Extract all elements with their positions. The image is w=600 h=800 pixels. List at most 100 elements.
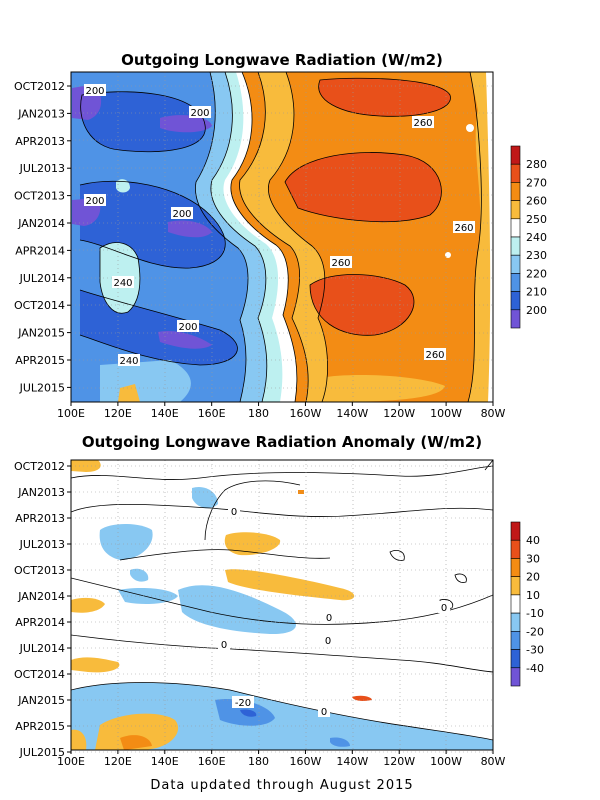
bottom-colorbar: 40 30 20 10 -10 -20 -30 -40 bbox=[510, 521, 544, 687]
colorbar-label: 200 bbox=[526, 304, 547, 317]
colorbar-label: 40 bbox=[526, 534, 540, 547]
colorbar-swatch bbox=[510, 576, 521, 596]
x-tick-label: 120W bbox=[383, 755, 415, 768]
y-tick-label: JAN2014 bbox=[17, 217, 65, 230]
y-tick-label: JUL2013 bbox=[19, 162, 65, 175]
colorbar-label: 280 bbox=[526, 158, 547, 171]
x-tick-label: 120E bbox=[104, 755, 132, 768]
x-tick-label: 140W bbox=[336, 755, 368, 768]
colorbar-swatch bbox=[510, 291, 521, 311]
y-tick-label: OCT2013 bbox=[14, 564, 65, 577]
x-tick-label: 120E bbox=[104, 407, 132, 420]
y-tick-label: OCT2014 bbox=[14, 668, 65, 681]
colorbar-label: 270 bbox=[526, 176, 547, 189]
colorbar-swatch bbox=[510, 200, 521, 220]
contour-label: 200 bbox=[178, 322, 197, 333]
colorbar-swatch bbox=[510, 218, 521, 238]
y-tick-label: JUL2015 bbox=[19, 381, 65, 394]
colorbar-swatch bbox=[510, 309, 521, 329]
colorbar-swatch bbox=[510, 236, 521, 256]
colorbar-swatch bbox=[510, 521, 521, 541]
bottom-axes: 100E 120E 140E 160E 180 160W 140W 120W 100W 80W OC… bbox=[14, 460, 506, 768]
colorbar-swatch bbox=[510, 612, 521, 632]
y-tick-label: JAN2014 bbox=[17, 590, 65, 603]
y-tick-label: APR2015 bbox=[15, 354, 65, 367]
y-tick-label: OCT2012 bbox=[14, 460, 65, 473]
x-tick-label: 160E bbox=[198, 755, 226, 768]
x-tick-label: 80W bbox=[481, 755, 506, 768]
contour-label: 0 bbox=[321, 707, 327, 718]
top-chart-title: Outgoing Longwave Radiation (W/m2) bbox=[121, 51, 443, 69]
y-tick-label: OCT2014 bbox=[14, 299, 65, 312]
top-axes: 100E 120E 140E 160E 180 160W 140W 120W 100W 80W OC… bbox=[14, 80, 506, 420]
colorbar-swatch bbox=[510, 539, 521, 559]
x-tick-label: 100W bbox=[430, 755, 462, 768]
y-tick-label: JAN2015 bbox=[17, 327, 65, 340]
colorbar-label: 10 bbox=[526, 589, 540, 602]
y-tick-label: JUL2013 bbox=[19, 538, 65, 551]
bottom-grid bbox=[71, 460, 493, 753]
y-tick-label: APR2014 bbox=[15, 244, 65, 257]
x-tick-label: 100E bbox=[57, 407, 85, 420]
contour-label: 260 bbox=[331, 258, 350, 269]
y-tick-label: JAN2013 bbox=[17, 107, 65, 120]
colorbar-swatch bbox=[510, 254, 521, 274]
colorbar-label: -20 bbox=[526, 625, 544, 638]
bottom-contour-labels: 0 0 0 0 0 0 -20 bbox=[218, 505, 450, 718]
y-tick-label: JUL2014 bbox=[19, 272, 65, 285]
contour-label: 0 bbox=[325, 636, 331, 647]
colorbar-label: -10 bbox=[526, 607, 544, 620]
y-tick-label: JAN2015 bbox=[17, 694, 65, 707]
colorbar-swatch bbox=[510, 649, 521, 669]
colorbar-swatch bbox=[510, 594, 521, 614]
colorbar-swatch bbox=[510, 631, 521, 650]
y-tick-label: APR2014 bbox=[15, 616, 65, 629]
x-tick-label: 140W bbox=[336, 407, 368, 420]
footer-note: Data updated through August 2015 bbox=[150, 778, 413, 793]
contour-label: 0 bbox=[231, 507, 237, 518]
x-tick-label: 160E bbox=[198, 407, 226, 420]
x-tick-label: 140E bbox=[151, 755, 179, 768]
colorbar-label: 230 bbox=[526, 249, 547, 262]
y-tick-label: APR2013 bbox=[15, 135, 65, 148]
contour-label: 0 bbox=[326, 613, 332, 624]
colorbar-swatch bbox=[510, 182, 521, 201]
colorbar-label: 240 bbox=[526, 231, 547, 244]
colorbar-label: -40 bbox=[526, 662, 544, 675]
contour-label: 260 bbox=[413, 118, 432, 129]
x-tick-label: 80W bbox=[481, 407, 506, 420]
contour-label: 240 bbox=[113, 278, 132, 289]
contour-label: 200 bbox=[190, 108, 209, 119]
colorbar-label: 30 bbox=[526, 552, 540, 565]
y-tick-label: APR2013 bbox=[15, 512, 65, 525]
y-tick-label: JUL2015 bbox=[19, 746, 65, 759]
contour-label: 260 bbox=[454, 223, 473, 234]
bottom-plot-frame bbox=[70, 459, 494, 751]
y-tick-label: JAN2013 bbox=[17, 486, 65, 499]
colorbar-swatch bbox=[510, 667, 521, 687]
colorbar-swatch bbox=[510, 558, 521, 577]
colorbar-swatch bbox=[510, 163, 521, 183]
colorbar-label: 220 bbox=[526, 267, 547, 280]
x-tick-label: 140E bbox=[151, 407, 179, 420]
colorbar-label: 260 bbox=[526, 195, 547, 208]
y-tick-label: OCT2012 bbox=[14, 80, 65, 93]
contour-label: -20 bbox=[235, 698, 251, 709]
top-contour-labels: 200 200 200 200 200 240 240 260 260 260 … bbox=[84, 84, 475, 367]
x-tick-label: 180 bbox=[248, 755, 269, 768]
colorbar-swatch bbox=[510, 273, 521, 292]
top-plot-frame bbox=[70, 71, 494, 403]
x-tick-label: 160W bbox=[290, 755, 322, 768]
y-tick-label: JUL2014 bbox=[19, 642, 65, 655]
contour-label: 200 bbox=[172, 209, 191, 220]
contour-label: 200 bbox=[85, 196, 104, 207]
colorbar-label: 210 bbox=[526, 286, 547, 299]
colorbar-swatch bbox=[510, 145, 521, 165]
contour-label: 0 bbox=[441, 603, 447, 614]
bottom-field bbox=[71, 460, 493, 750]
x-tick-label: 100E bbox=[57, 755, 85, 768]
contour-label: 200 bbox=[85, 86, 104, 97]
y-tick-label: APR2015 bbox=[15, 720, 65, 733]
contour-label: 240 bbox=[119, 356, 138, 367]
